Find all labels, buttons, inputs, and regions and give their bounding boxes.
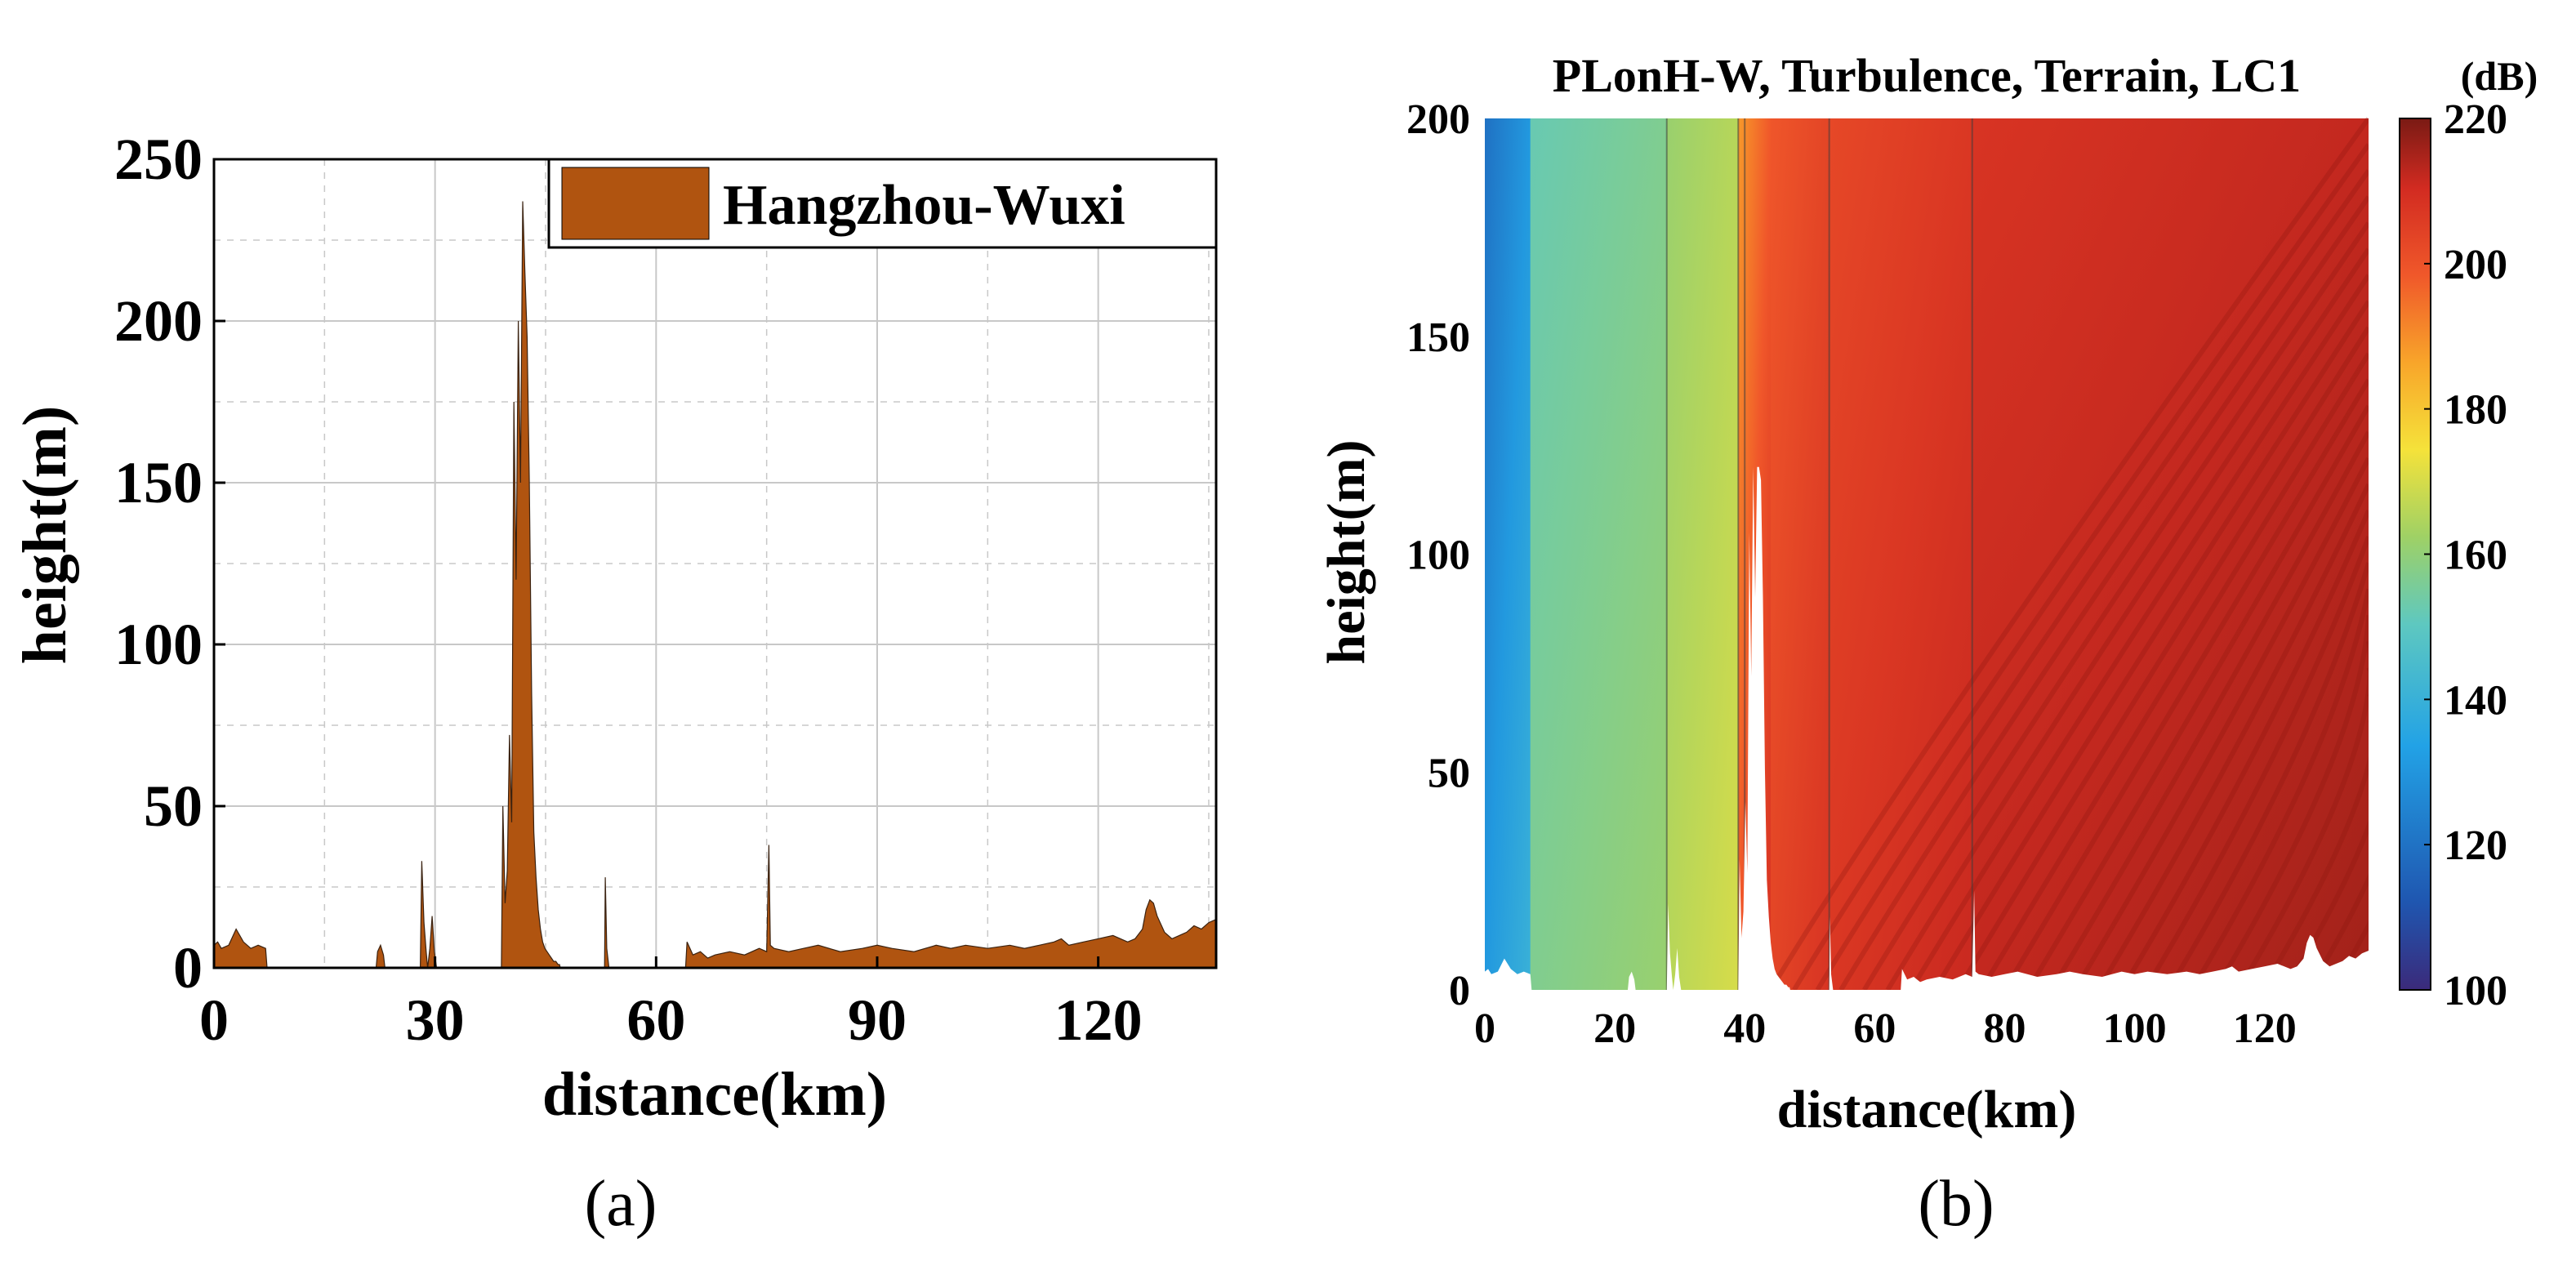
heatmap-fringe	[1862, 221, 2369, 990]
panel-b-y-axis-label: height(m)	[1317, 440, 1376, 665]
panel-b-y-tick-label: 100	[1406, 533, 1470, 579]
legend-entry-label: Hangzhou-Wuxi	[723, 174, 1125, 237]
panel-b-title: PLonH-W, Turbulence, Terrain, LC1	[1553, 49, 2301, 102]
panel-b-path-loss-heatmap: PLonH-W, Turbulence, Terrain, LC1 (dB) 0…	[1317, 49, 2538, 1240]
heatmap-region	[1829, 118, 1973, 990]
panel-b-x-tick-label: 120	[2233, 1005, 2297, 1052]
panel-a-terrain-area	[214, 201, 1216, 968]
panel-a-y-tick-label: 100	[114, 612, 203, 677]
panel-a-caption: (a)	[585, 1168, 657, 1240]
colorbar-tick-label: 160	[2444, 533, 2507, 579]
heatmap-fringe	[2119, 509, 2369, 990]
panel-b-x-axis-label: distance(km)	[1777, 1080, 2077, 1139]
heatmap-fringe	[1838, 195, 2369, 990]
panel-a-y-tick-label: 50	[144, 773, 203, 839]
heatmap-fringe	[2259, 667, 2369, 990]
panel-b-x-tick-label: 20	[1593, 1005, 1636, 1052]
heatmap-fringe	[1979, 352, 2369, 990]
panel-a-x-tick-label: 30	[406, 987, 465, 1053]
heatmap-fringe	[2142, 536, 2369, 990]
heatmap-region	[1530, 118, 1668, 990]
heatmap-fringe	[2026, 404, 2369, 990]
panel-a-y-tick-label: 150	[114, 450, 203, 515]
heatmap-fringe	[2072, 457, 2369, 990]
heatmap-region	[1485, 118, 1531, 990]
heatmap-fringe	[2329, 743, 2369, 990]
colorbar-tick-label: 120	[2444, 822, 2507, 869]
panel-a-x-axis-label: distance(km)	[542, 1060, 887, 1129]
colorbar-ticks: 100 120 140 160 180 200 220	[2424, 96, 2507, 1014]
colorbar-tick-label: 200	[2444, 242, 2507, 288]
heatmap-fringe	[1792, 143, 2369, 990]
panel-a-ticks: 0 30 60 90 120 0 50 100 150 200 250	[114, 127, 1143, 1053]
panel-b-caption: (b)	[1918, 1168, 1994, 1240]
heatmap-fringe	[2002, 378, 2369, 990]
heatmap-fringe	[1885, 247, 2369, 990]
heatmap-fringe	[2166, 562, 2369, 990]
heatmap-region	[1666, 118, 1739, 990]
heatmap-fringe	[2213, 615, 2369, 990]
panel-a-x-tick-label: 0	[199, 987, 229, 1053]
colorbar-unit-label: (dB)	[2461, 53, 2538, 99]
panel-a-y-tick-label: 200	[114, 288, 203, 354]
panel-b-x-tick-label: 100	[2103, 1005, 2167, 1052]
panel-a-y-tick-label: 250	[114, 127, 203, 192]
heatmap-region	[1771, 118, 1830, 990]
heatmap-fringe	[2096, 483, 2369, 990]
colorbar-tick-label: 140	[2444, 677, 2507, 724]
panel-a-x-tick-label: 60	[626, 987, 685, 1053]
heatmap-fringe	[1955, 326, 2369, 990]
panel-a-x-tick-label: 120	[1054, 987, 1143, 1053]
colorbar-tick-label: 220	[2444, 96, 2507, 143]
panel-a-y-axis-label: height(m)	[11, 406, 79, 665]
heatmap-fringe	[2306, 720, 2369, 990]
panel-b-x-tick-label: 80	[1983, 1005, 2026, 1052]
panel-b-heatmap-field	[1485, 117, 2369, 990]
heatmap-region	[1972, 118, 2369, 990]
panel-b-x-tick-label: 0	[1474, 1005, 1495, 1052]
legend-swatch	[561, 167, 710, 240]
heatmap-fringe	[1932, 300, 2369, 990]
panel-b-ticks: 0 20 40 60 80 100 120 0 50 100 150 200	[1406, 96, 2297, 1052]
panel-a-grid	[214, 159, 1216, 968]
colorbar-tick-label: 180	[2444, 387, 2507, 434]
panel-a-x-tick-label: 90	[848, 987, 907, 1053]
panel-b-y-tick-label: 50	[1428, 750, 1470, 796]
heatmap-fringe	[1815, 169, 2369, 990]
terrain-area-series	[214, 201, 1216, 968]
heatmap-fringe	[1909, 274, 2369, 990]
panel-a-y-tick-label: 0	[173, 935, 203, 1001]
panel-b-y-tick-label: 150	[1406, 314, 1470, 361]
heatmap-fringe	[2236, 641, 2369, 990]
panel-b-x-tick-label: 40	[1723, 1005, 1766, 1052]
panel-b-x-tick-label: 60	[1853, 1005, 1896, 1052]
heatmap-fringe	[2049, 430, 2369, 990]
heatmap-fringe	[1768, 117, 2369, 990]
heatmap-fringe	[2283, 693, 2369, 990]
colorbar-tick-label: 100	[2444, 968, 2507, 1014]
heatmap-fringe	[2190, 588, 2369, 990]
panel-b-y-tick-label: 200	[1406, 96, 1470, 143]
panel-a-legend: Hangzhou-Wuxi	[547, 158, 1218, 249]
panel-b-y-tick-label: 0	[1449, 968, 1470, 1014]
